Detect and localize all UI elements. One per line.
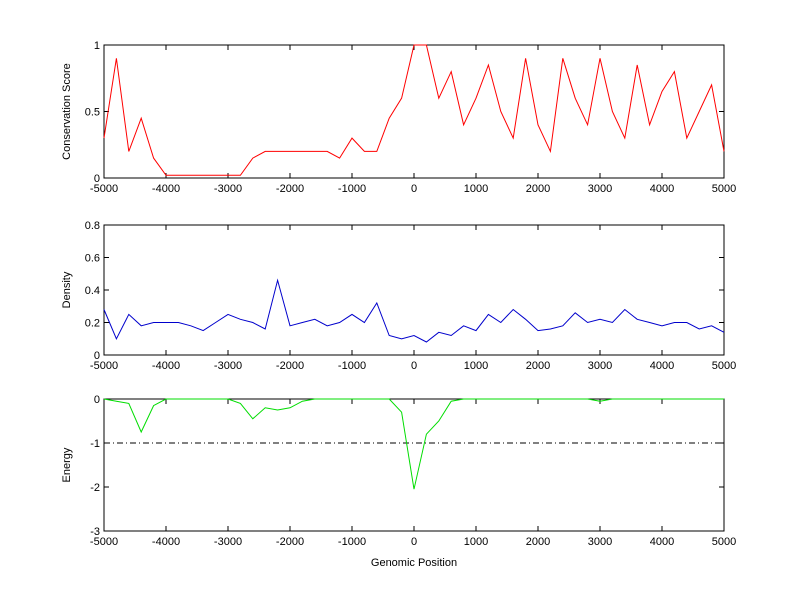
data-line xyxy=(103,398,724,490)
x-tick-label: 0 xyxy=(411,183,417,195)
x-tick-label: 3000 xyxy=(588,360,612,372)
x-tick-label: 5000 xyxy=(712,183,736,195)
x-tick-label: -3000 xyxy=(214,360,242,372)
data-line xyxy=(103,278,725,343)
y-tick-label: 1 xyxy=(94,40,100,52)
x-tick-label: -5000 xyxy=(90,360,118,372)
x-tick-label: -1000 xyxy=(338,536,366,548)
x-tick-label: 4000 xyxy=(650,183,674,195)
x-tick-label: 0 xyxy=(411,536,417,548)
y-axis-label: Conservation Score xyxy=(61,63,73,160)
x-tick-label: 0 xyxy=(411,360,417,372)
x-tick-label: -1000 xyxy=(338,360,366,372)
x-tick-label: 2000 xyxy=(526,536,550,548)
x-tick-label: -1000 xyxy=(338,183,366,195)
x-tick-label: -4000 xyxy=(152,360,180,372)
y-tick-label: 0 xyxy=(94,394,100,406)
x-tick-label: -2000 xyxy=(276,183,304,195)
y-tick-label: 0 xyxy=(94,350,100,362)
y-tick-label: 0.6 xyxy=(85,253,100,265)
axes-box xyxy=(103,398,725,532)
x-tick-label: -2000 xyxy=(276,536,304,548)
x-tick-label: -3000 xyxy=(214,536,242,548)
y-tick-label: -1 xyxy=(90,438,100,450)
x-tick-label: 2000 xyxy=(526,183,550,195)
x-tick-label: -3000 xyxy=(214,183,242,195)
x-tick-label: 2000 xyxy=(526,360,550,372)
axes-box xyxy=(103,224,725,356)
x-tick-label: -5000 xyxy=(90,183,118,195)
x-tick-label: 3000 xyxy=(588,536,612,548)
y-tick-label: 0.2 xyxy=(85,318,100,330)
x-tick-label: 5000 xyxy=(712,536,736,548)
y-tick-label: 0.5 xyxy=(85,107,100,119)
y-axis-label: Energy xyxy=(61,447,73,482)
x-tick-label: -5000 xyxy=(90,536,118,548)
x-tick-label: 4000 xyxy=(650,360,674,372)
x-axis-label: Genomic Position xyxy=(371,557,457,569)
y-axis-label: Density xyxy=(61,271,73,308)
y-tick-label: -2 xyxy=(90,482,100,494)
y-tick-label: -3 xyxy=(90,526,100,538)
x-tick-label: 3000 xyxy=(588,183,612,195)
x-tick-label: 1000 xyxy=(464,536,488,548)
y-tick-label: 0.8 xyxy=(85,220,100,232)
x-tick-label: 1000 xyxy=(464,360,488,372)
x-tick-label: -2000 xyxy=(276,360,304,372)
y-tick-label: 0 xyxy=(94,173,100,185)
x-tick-label: -4000 xyxy=(152,536,180,548)
axes-box xyxy=(103,44,725,179)
x-tick-label: 5000 xyxy=(712,360,736,372)
x-tick-label: 1000 xyxy=(464,183,488,195)
x-tick-label: -4000 xyxy=(152,183,180,195)
y-tick-label: 0.4 xyxy=(85,285,100,297)
x-tick-label: 4000 xyxy=(650,536,674,548)
data-line xyxy=(103,44,725,176)
